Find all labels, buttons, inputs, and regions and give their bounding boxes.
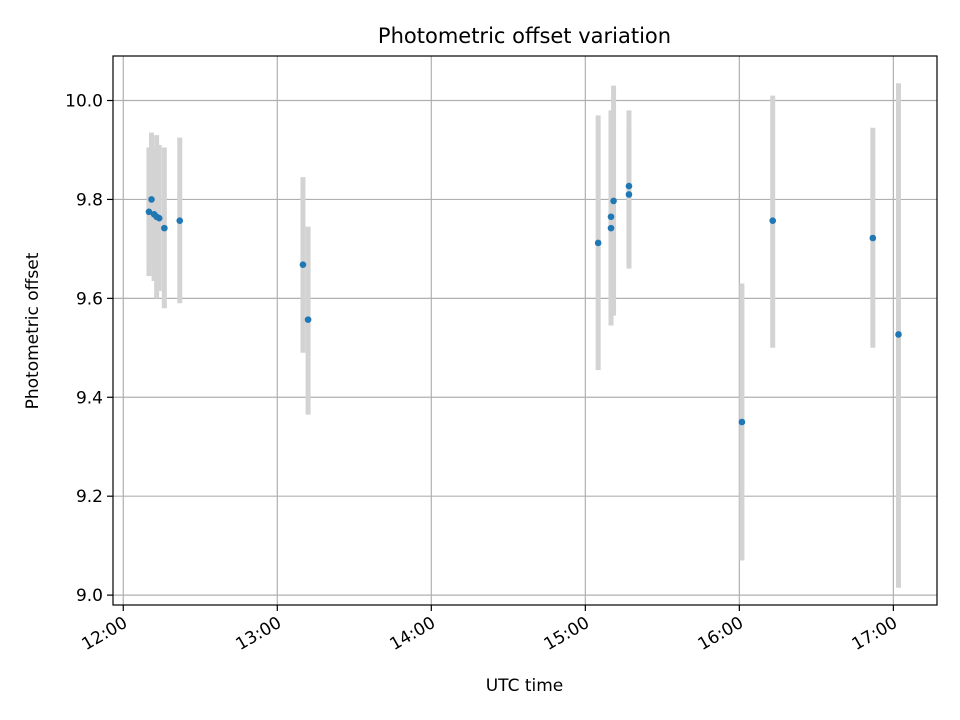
chart-title: Photometric offset variation	[378, 24, 671, 48]
y-axis: 9.0 9.2 9.4 9.6 9.8 10.0	[65, 92, 113, 606]
x-axis-label: UTC time	[486, 676, 564, 696]
x-tick-label: 16:00	[695, 613, 747, 655]
data-point	[607, 213, 615, 221]
data-point	[304, 316, 312, 323]
plot-frame	[112, 55, 938, 606]
data-point	[895, 331, 902, 338]
data-point	[594, 239, 602, 247]
data-point	[155, 214, 163, 222]
grid	[113, 56, 937, 605]
y-tick-label: 9.8	[76, 190, 103, 210]
y-tick-label: 9.0	[76, 586, 103, 606]
data-point	[299, 261, 307, 269]
data-points	[145, 182, 902, 426]
data-point	[625, 191, 633, 198]
y-axis-label: Photometric offset	[23, 252, 43, 409]
y-tick-label: 9.4	[76, 388, 103, 408]
x-axis: 12:00 13:00 14:00 15:00 16:00 17:00	[79, 605, 901, 655]
x-tick-label: 12:00	[79, 613, 131, 655]
x-tick-label: 14:00	[387, 613, 439, 655]
x-tick-label: 17:00	[849, 613, 901, 655]
data-point	[176, 217, 184, 224]
data-point	[145, 208, 153, 216]
y-tick-label: 9.2	[76, 487, 103, 507]
data-point	[161, 224, 168, 232]
data-point	[607, 224, 615, 232]
data-point	[148, 196, 155, 203]
y-tick-label: 9.6	[76, 289, 103, 309]
data-point	[869, 234, 877, 242]
y-tick-label: 10.0	[65, 92, 103, 112]
data-point	[625, 182, 633, 190]
x-tick-label: 13:00	[233, 613, 285, 655]
error-bars	[146, 83, 901, 588]
data-point	[738, 418, 746, 426]
x-tick-label: 15:00	[541, 613, 593, 655]
data-point	[769, 217, 777, 224]
data-point	[610, 197, 617, 205]
